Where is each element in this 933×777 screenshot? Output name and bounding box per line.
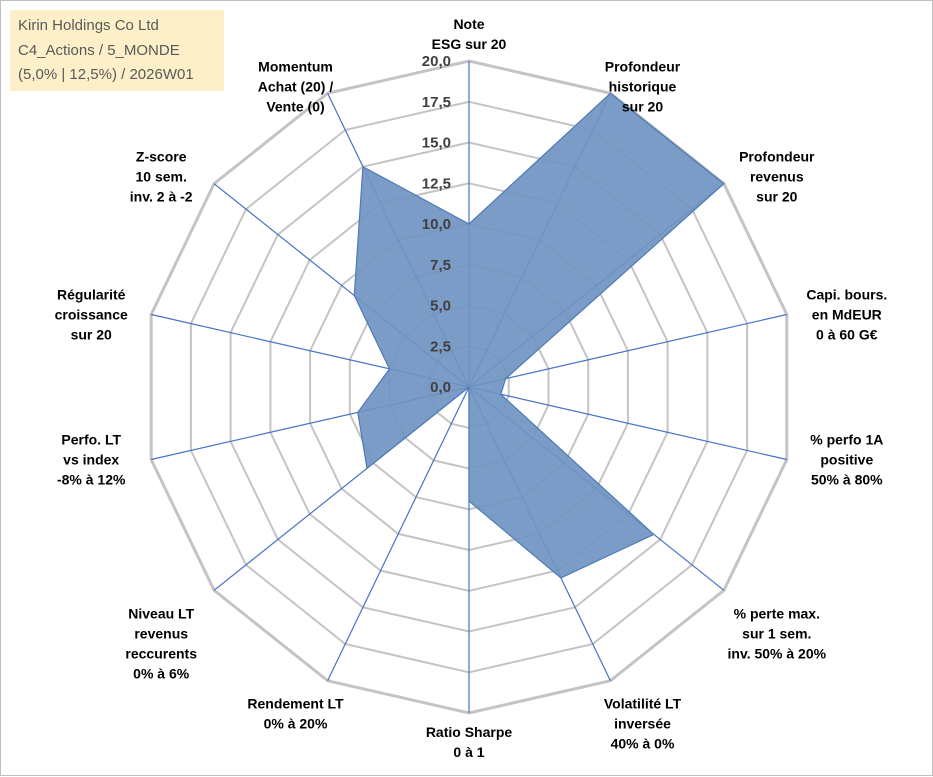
tick-label: 12,5 [422, 175, 451, 192]
weights-line: (5,0% | 12,5%) / 2026W01 [18, 63, 216, 88]
series [354, 93, 724, 578]
tick-label: 17,5 [422, 94, 451, 111]
category-line: C4_Actions / 5_MONDE [18, 39, 216, 64]
tick-label: 10,0 [422, 216, 451, 233]
company-name: Kirin Holdings Co Ltd [18, 14, 216, 39]
axis-label: % perte max.sur 1 sem.inv. 50% à 20% [728, 605, 827, 661]
info-box: Kirin Holdings Co Ltd C4_Actions / 5_MON… [10, 10, 224, 91]
series-area [354, 93, 724, 578]
tick-label: 20,0 [422, 53, 451, 70]
tick-label: 2,5 [430, 338, 451, 355]
tick-label: 7,5 [430, 257, 451, 274]
tick-label: 5,0 [430, 298, 451, 315]
tick-label: 0,0 [430, 379, 451, 396]
tick-label: 15,0 [422, 135, 451, 152]
